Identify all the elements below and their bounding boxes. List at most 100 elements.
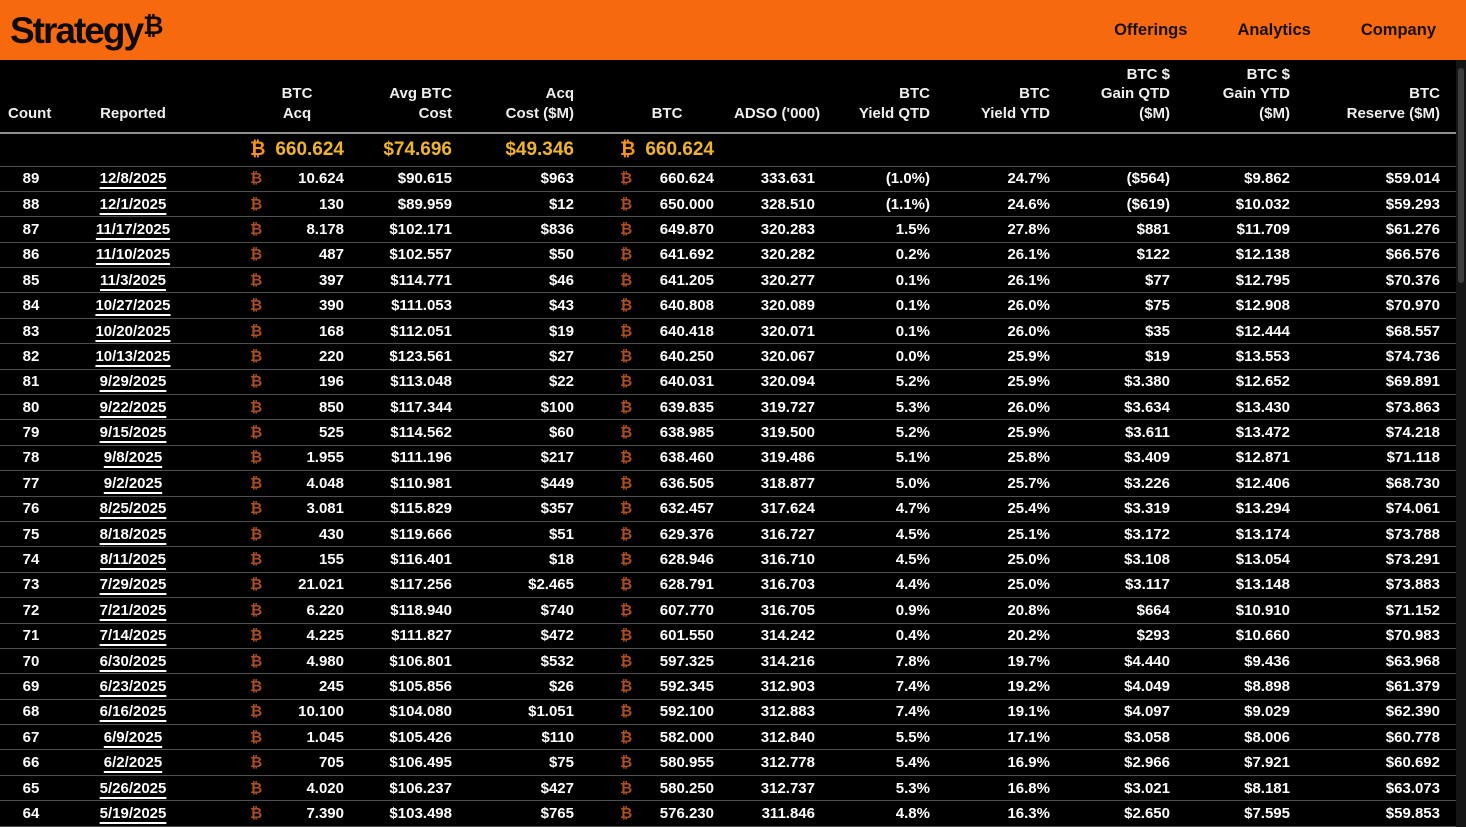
cell-btc-acq: ₿ 660.624	[204, 133, 354, 166]
cell-value: 1.955	[306, 449, 344, 467]
report-date-link[interactable]: 6/9/2025	[103, 728, 163, 746]
cell-btc-acq: ₿ 3.081	[204, 496, 354, 521]
table-header-row: Count Reported BTC Acq Avg BTC Cost Acq Cost ($…	[0, 60, 1456, 134]
cell-acq-cost-m: $100	[540, 398, 574, 416]
cell-count: 84	[22, 297, 40, 315]
report-date-link[interactable]: 9/15/2025	[99, 424, 167, 442]
table-row: 67 6/9/2025 ₿ 1.045 $105.426 $110 ₿ 582.000 312.…	[0, 725, 1456, 750]
cell-btc-yield-qtd: (1.1%)	[885, 195, 930, 213]
cell-reported: 8/18/2025	[62, 521, 204, 546]
report-date-link[interactable]: 12/1/2025	[99, 195, 167, 213]
report-date-link[interactable]: 9/29/2025	[99, 373, 167, 391]
cell-avg-btc-cost: $114.562	[390, 424, 452, 442]
bitcoin-symbol-icon: ₿	[250, 474, 263, 492]
cell-acq-cost-m: $22	[548, 373, 574, 391]
cell-value: 601.550	[659, 627, 714, 645]
report-date-link[interactable]: 7/29/2025	[99, 576, 167, 594]
report-date-link[interactable]: 6/16/2025	[99, 703, 167, 721]
cell-btc-reserve: $73.883	[1385, 576, 1440, 594]
bitcoin-symbol-icon: ₿	[620, 398, 633, 416]
cell-adso: 319.486	[760, 449, 815, 467]
report-date-link[interactable]: 9/2/2025	[103, 474, 163, 492]
cell-btc: ₿ 650.000	[584, 191, 734, 216]
report-date-link[interactable]: 5/26/2025	[99, 779, 167, 797]
cell-avg-btc-cost: $113.048	[390, 373, 452, 391]
cell-adso: 312.840	[760, 728, 815, 746]
report-date-link[interactable]: 8/18/2025	[99, 525, 167, 543]
report-date-link[interactable]: 10/13/2025	[95, 347, 171, 365]
cell-btc-acq: ₿ 8.178	[204, 217, 354, 242]
cell-avg-btc-cost: $104.080	[389, 703, 452, 721]
cell-btc-yield-ytd: 20.2%	[1007, 627, 1050, 645]
report-date-link[interactable]: 11/3/2025	[100, 271, 166, 289]
cell-btc: ₿ 641.692	[584, 242, 734, 267]
cell-btc-reserve: $70.970	[1385, 297, 1440, 315]
report-date-link[interactable]: 9/8/2025	[103, 449, 163, 467]
cell-btc-yield-ytd: 19.2%	[1007, 678, 1050, 695]
cell-btc-gain-ytd: $7.921	[1244, 754, 1290, 772]
cell-adso	[734, 133, 834, 166]
cell-reported: 7/21/2025	[62, 598, 204, 623]
cell-adso: 319.727	[760, 398, 815, 416]
cell-btc-yield-qtd: 5.5%	[895, 728, 930, 746]
bitcoin-symbol-icon: ₿	[250, 703, 263, 721]
report-date-link[interactable]: 11/10/2025	[95, 246, 171, 264]
cell-btc-yield-ytd: 16.9%	[1007, 754, 1050, 772]
report-date-link[interactable]: 6/30/2025	[99, 652, 167, 670]
cell-avg-btc-cost: $115.829	[390, 500, 452, 518]
cell-reported: 6/16/2025	[62, 699, 204, 724]
cell-count: 75	[22, 525, 40, 543]
cell-avg-btc-cost: $105.856	[389, 678, 452, 695]
report-date-link[interactable]: 5/19/2025	[99, 804, 167, 822]
report-date-link[interactable]: 10/20/2025	[95, 322, 171, 340]
nav-item-company[interactable]: Company	[1360, 20, 1436, 39]
report-date-link[interactable]: 9/22/2025	[99, 398, 167, 416]
cell-btc-yield-qtd: 4.5%	[895, 551, 930, 569]
cell-count: 78	[22, 449, 40, 467]
bitcoin-symbol-icon: ₿	[250, 271, 263, 289]
report-date-link[interactable]: 7/14/2025	[99, 627, 167, 645]
cell-btc-gain-ytd: $8.006	[1244, 728, 1290, 746]
cell-adso: 312.778	[760, 754, 815, 772]
report-date-link[interactable]: 12/8/2025	[99, 170, 167, 188]
cell-value: 4.020	[306, 779, 344, 797]
strategy-logo[interactable]: Strategy₿	[10, 12, 163, 49]
column-header-avg-btc-cost: Avg BTC Cost	[354, 60, 464, 134]
cell-btc-yield-qtd: 0.1%	[895, 271, 930, 289]
bitcoin-symbol-icon: ₿	[620, 449, 633, 467]
cell-acq-cost-m: $449	[540, 474, 574, 492]
report-date-link[interactable]: 10/27/2025	[95, 297, 171, 315]
cell-avg-btc-cost: $117.344	[390, 398, 452, 416]
vertical-scrollbar[interactable]	[1456, 60, 1466, 827]
cell-reported: 9/15/2025	[62, 420, 204, 445]
nav-item-analytics[interactable]: Analytics	[1237, 20, 1311, 39]
report-date-link[interactable]: 7/21/2025	[99, 601, 167, 619]
cell-adso: 317.624	[760, 500, 815, 518]
cell-btc-gain-ytd: $13.148	[1235, 576, 1290, 594]
cell-acq-cost-m: $18	[548, 551, 574, 569]
cell-adso: 320.283	[760, 220, 815, 238]
cell-avg-btc-cost: $106.801	[389, 652, 452, 670]
cell-btc-gain-qtd: ($564)	[1126, 170, 1170, 188]
nav-item-offerings[interactable]: Offerings	[1114, 20, 1188, 39]
cell-btc: ₿ 632.457	[584, 496, 734, 521]
cell-value: 576.230	[659, 804, 714, 822]
btc-purchase-history-table-wrap: Count Reported BTC Acq Avg BTC Cost Acq Cost ($…	[0, 60, 1456, 827]
cell-btc-acq: ₿ 196	[204, 369, 354, 394]
report-date-link[interactable]: 8/11/2025	[100, 551, 166, 569]
table-row: 71 7/14/2025 ₿ 4.225 $111.827 $472 ₿ 601.550 314…	[0, 623, 1456, 649]
report-date-link[interactable]: 8/25/2025	[99, 500, 167, 518]
cell-btc-yield-ytd: 26.0%	[1007, 297, 1050, 315]
table-row: 77 9/2/2025 ₿ 4.048 $110.981 $449 ₿ 636.505 318.…	[0, 471, 1456, 497]
bitcoin-symbol-icon: ₿	[250, 576, 263, 594]
cell-btc-yield-qtd: (1.0%)	[885, 170, 930, 188]
report-date-link[interactable]: 11/17/2025	[95, 220, 171, 238]
cell-value: 7.390	[306, 804, 344, 822]
cell-adso: 333.631	[760, 170, 815, 188]
scrollbar-thumb[interactable]	[1458, 68, 1464, 283]
cell-btc-yield-qtd: 0.1%	[895, 297, 930, 315]
report-date-link[interactable]: 6/23/2025	[99, 678, 167, 695]
cell-btc-gain-qtd: $881	[1136, 220, 1170, 238]
report-date-link[interactable]: 6/2/2025	[103, 754, 163, 772]
cell-btc-gain-ytd: $12.795	[1235, 271, 1290, 289]
